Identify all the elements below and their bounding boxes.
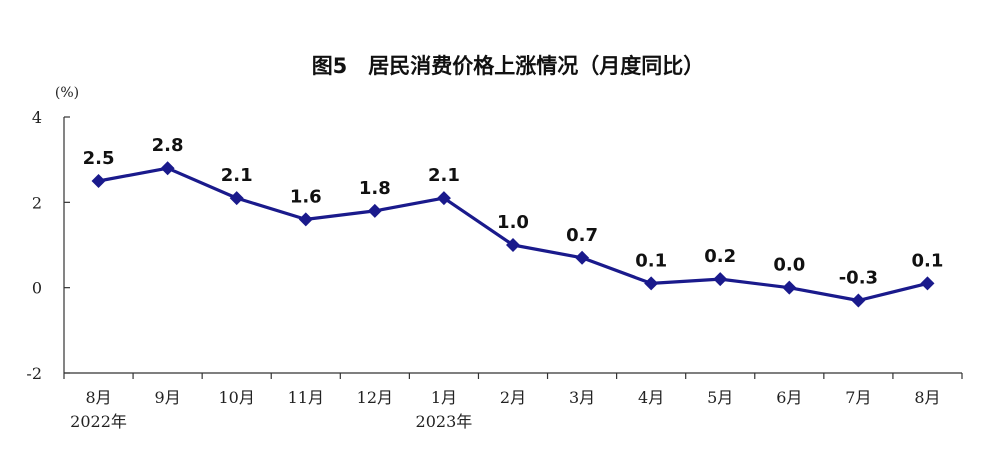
data-point-marker [229, 191, 244, 206]
x-tick-label: 2月 [500, 388, 526, 407]
data-label: -0.3 [839, 267, 878, 288]
data-label: 0.0 [773, 255, 805, 276]
x-tick-labels: 8月 9月 10月 11月 12月 1月 2月 3月 4月 5月 6月 7月 8月 2022年 2023年 [70, 388, 940, 431]
y-tick-label: 2 [32, 193, 42, 212]
data-point-marker [920, 276, 935, 291]
data-label: 2.1 [221, 165, 253, 186]
data-point-marker [575, 250, 590, 265]
data-label: 1.0 [497, 212, 529, 233]
y-tick-label: 4 [32, 108, 42, 127]
axes [63, 116, 963, 379]
data-point-marker [298, 212, 313, 227]
data-point-marker [367, 203, 382, 218]
x-tick-label: 8月 [914, 388, 940, 407]
y-tick-label: 0 [32, 279, 42, 298]
y-unit-label: (%) [55, 85, 79, 101]
data-point-marker [436, 191, 451, 206]
x-year-label: 2022年 [70, 412, 127, 431]
x-tick-label: 5月 [707, 388, 733, 407]
x-tick-label: 3月 [569, 388, 595, 407]
data-label: 0.7 [566, 225, 598, 246]
x-tick-label: 9月 [155, 388, 181, 407]
x-tick-label: 12月 [357, 388, 393, 407]
data-point-marker [91, 174, 106, 188]
data-label: 0.2 [704, 246, 736, 267]
data-label: 2.1 [428, 165, 460, 186]
data-point-marker [782, 280, 797, 295]
data-label: 1.8 [359, 178, 391, 199]
chart-title: 图5 居民消费价格上涨情况（月度同比） [312, 54, 705, 78]
y-tick-labels: 4 2 0 -2 [26, 108, 42, 383]
data-point-marker [506, 238, 520, 252]
data-point-marker [644, 276, 659, 291]
y-tick-label: -2 [26, 364, 42, 383]
x-tick-label: 11月 [288, 388, 324, 407]
x-tick-label: 10月 [219, 388, 255, 407]
data-label: 1.6 [290, 186, 322, 207]
x-tick-label: 6月 [776, 388, 802, 407]
data-label: 2.8 [152, 135, 184, 156]
x-tick-label: 7月 [845, 388, 871, 407]
data-labels: 2.5 2.8 2.1 1.6 1.8 2.1 1.0 0.7 0.1 0.2 0.0 -0.3 0.1 [83, 135, 944, 288]
data-point-marker [713, 272, 728, 287]
x-tick-label: 4月 [638, 388, 664, 407]
data-label: 0.1 [912, 250, 944, 271]
x-tick-label: 1月 [431, 388, 457, 407]
data-label: 0.1 [635, 250, 667, 271]
data-point-marker [160, 161, 175, 176]
series-group [91, 161, 935, 308]
x-year-label: 2023年 [416, 412, 473, 431]
data-point-marker [851, 293, 866, 308]
series-line [98, 166, 928, 303]
data-label: 2.5 [83, 148, 115, 169]
x-tick-label: 8月 [85, 388, 111, 407]
